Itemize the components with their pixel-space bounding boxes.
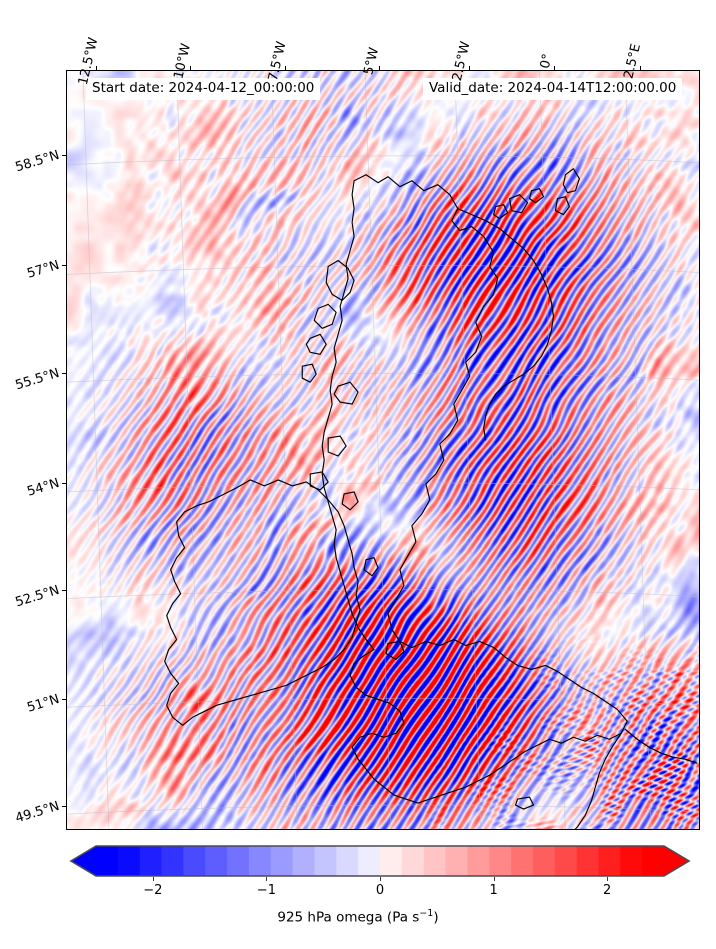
colorbar-tick-label-0: −2 (143, 883, 163, 898)
lat-tickmark-2 (62, 373, 66, 374)
lat-tick-label-4: 52.5°N (13, 582, 62, 611)
colorbar-tick-label-1: −1 (256, 883, 276, 898)
colorbar-tickmark-4 (607, 877, 609, 881)
colorbar-title: 925 hPa omega (Pa s−1) (0, 908, 716, 926)
coastline-overlay (164, 168, 698, 829)
lon-tickmark-3 (379, 66, 380, 70)
coastline-path-20 (574, 732, 622, 829)
lat-tickmark-6 (62, 806, 66, 807)
colorbar-tick-label-3: 1 (489, 883, 498, 898)
colorbar-tick-label-2: 0 (375, 883, 385, 898)
lon-tickmark-2 (285, 66, 286, 70)
map-plot-area[interactable] (66, 70, 700, 830)
colorbar-gradient (69, 845, 691, 877)
coastline-path-4 (313, 303, 337, 329)
colorbar[interactable]: −2 −1 0 1 2 (69, 845, 691, 898)
lat-tickmark-3 (62, 483, 66, 484)
lat-tick-label-3: 54°N (25, 475, 62, 500)
lat-tick-label-1: 57°N (25, 257, 62, 282)
coastline-path-11 (528, 188, 545, 204)
lat-tickmark-4 (62, 590, 66, 591)
coastline-path-6 (301, 363, 317, 383)
lon-tickmark-6 (640, 66, 641, 70)
coastline-path-16 (363, 557, 379, 577)
colorbar-tickmark-0 (152, 877, 154, 881)
coastline-path-8 (554, 196, 570, 216)
colorbar-tickmark-1 (266, 877, 268, 881)
lat-tick-label-6: 49.5°N (13, 798, 62, 827)
coastline-path-3 (325, 259, 355, 301)
lat-tickmark-0 (62, 155, 66, 156)
valid-date-annotation: Valid_date: 2024-04-14T12:00:00.00 (423, 78, 683, 100)
coastline-path-15 (341, 491, 359, 511)
lon-tickmark-5 (554, 66, 555, 70)
lat-tick-label-0: 58.5°N (13, 147, 62, 176)
lat-tickmark-5 (62, 699, 66, 700)
graticule-grid (67, 71, 699, 829)
coastline-path-9 (509, 194, 529, 214)
coastline-path-5 (305, 333, 327, 355)
coastline-path-18 (515, 796, 535, 810)
lon-tickmark-1 (190, 66, 191, 70)
coastline-path-0 (321, 174, 628, 804)
coastline-path-1 (164, 479, 361, 726)
lon-tickmark-0 (96, 66, 97, 70)
colorbar-tickmark-2 (380, 877, 381, 881)
colorbar-title-tail: ) (433, 909, 439, 926)
lat-tick-label-5: 51°N (25, 691, 62, 716)
colorbar-title-exponent: −1 (419, 908, 434, 919)
coastline-path-7 (562, 168, 580, 194)
start-date-annotation: Start date: 2024-04-12_00:00:00 (86, 78, 321, 100)
lat-tickmark-1 (62, 265, 66, 266)
lat-tick-label-2: 55.5°N (13, 365, 62, 394)
coastline-path-14 (309, 471, 329, 491)
coastline-path-12 (333, 381, 359, 405)
colorbar-tickmark-3 (493, 877, 495, 881)
lon-tick-label-5: 0° (537, 52, 556, 71)
coastline-path-17 (385, 640, 405, 661)
colorbar-tick-label-4: 2 (603, 883, 612, 898)
coastline-path-10 (493, 204, 509, 220)
coastline-path-2 (457, 208, 555, 441)
coastline-path-19 (624, 728, 698, 764)
coastline-path-13 (327, 435, 347, 457)
lon-tickmark-4 (469, 66, 470, 70)
colorbar-title-main: 925 hPa omega (Pa s (277, 909, 420, 926)
